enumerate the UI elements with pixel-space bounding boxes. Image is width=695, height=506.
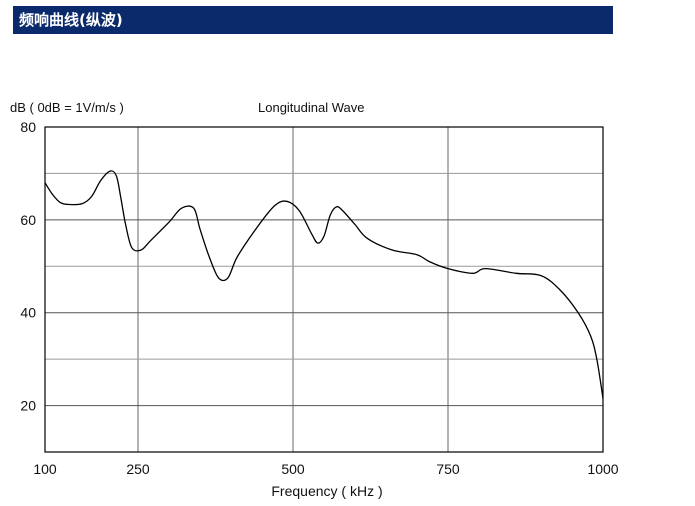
grid-lines [45, 127, 603, 452]
page-title: 频响曲线(纵波) [19, 11, 123, 29]
x-tick-label: 1000 [587, 461, 618, 477]
chart-title: Longitudinal Wave [258, 100, 364, 115]
y-tick-label: 80 [20, 119, 36, 135]
y-tick-label: 20 [20, 398, 36, 414]
y-tick-label: 60 [20, 212, 36, 228]
plot-frame [44, 126, 604, 453]
y-axis-label: dB ( 0dB = 1V/m/s ) [10, 100, 124, 115]
header-bar: 频响曲线(纵波) [13, 6, 613, 34]
x-tick-label: 100 [33, 461, 57, 477]
x-tick-label: 500 [281, 461, 305, 477]
response-curve [44, 170, 604, 399]
x-tick-label: 750 [436, 461, 460, 477]
x-tick-label: 250 [126, 461, 150, 477]
y-tick-label: 40 [20, 305, 36, 321]
x-tick-labels: 100 250 500 750 1000 [33, 461, 618, 477]
y-tick-labels: 80 60 40 20 [20, 119, 36, 414]
x-axis-label: Frequency ( kHz ) [271, 483, 382, 499]
